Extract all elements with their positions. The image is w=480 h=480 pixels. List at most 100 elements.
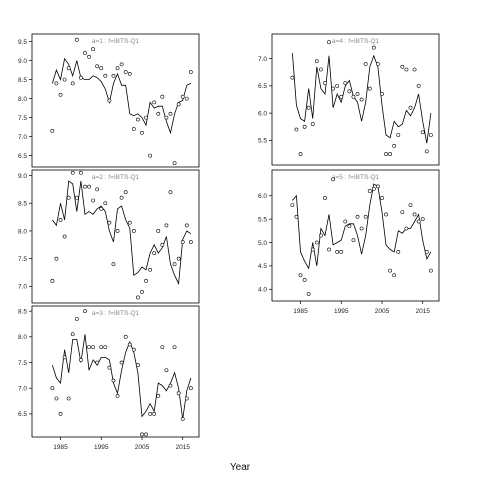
- observed-point: [50, 386, 55, 391]
- observed-point: [327, 247, 331, 252]
- observed-point: [380, 92, 384, 96]
- observed-point: [412, 212, 417, 217]
- observed-point: [123, 70, 128, 74]
- observed-point: [131, 347, 136, 352]
- observed-point: [91, 345, 95, 349]
- panel-3: a=3 : f=IBTS-Q1 6.5 7.0 7.5 8.0 8.5 1985 1995 20…: [18, 305, 200, 451]
- observed-point: [176, 256, 181, 261]
- observed-point: [335, 249, 340, 254]
- y-tick-label: 5.5: [258, 216, 267, 223]
- observed-point: [156, 394, 161, 398]
- observed-point: [420, 217, 425, 222]
- observed-point: [359, 226, 364, 231]
- observed-point: [50, 128, 55, 133]
- observed-point: [140, 130, 144, 135]
- observed-point: [428, 268, 433, 273]
- observed-point: [172, 345, 177, 349]
- observed-point: [115, 394, 120, 398]
- observed-point: [376, 62, 380, 66]
- observed-point: [111, 262, 116, 267]
- observed-point: [136, 363, 140, 367]
- panel-2: a=2 : f=IBTS-Q1 7.0 7.5 8.0 8.5 9.0: [18, 169, 200, 304]
- observed-point: [318, 233, 323, 238]
- observed-point: [310, 247, 315, 252]
- observed-point: [400, 210, 405, 215]
- fitted-line: [52, 57, 192, 135]
- observed-point: [140, 432, 144, 437]
- y-tick-label: 6.0: [258, 193, 267, 200]
- observed-point: [384, 212, 388, 217]
- observed-point: [91, 198, 95, 203]
- panel-title: a=4 : f=IBTS-Q1: [332, 38, 380, 45]
- observed-point: [99, 206, 104, 211]
- observed-point: [91, 47, 95, 52]
- x-tick-label: 2005: [375, 308, 390, 315]
- panel-title: a=3 : f=IBTS-Q1: [92, 310, 140, 317]
- observed-point: [83, 184, 87, 189]
- observed-point: [351, 238, 356, 243]
- observed-point: [54, 396, 59, 401]
- observed-point: [103, 73, 108, 78]
- y-tick-label: 4.5: [258, 263, 267, 270]
- observed-point: [302, 278, 307, 282]
- observed-point: [323, 196, 327, 200]
- observed-point: [428, 133, 433, 137]
- observed-point: [160, 242, 165, 247]
- fitted-line: [292, 183, 432, 270]
- observed-point: [388, 268, 393, 273]
- observed-point: [168, 190, 173, 195]
- observed-point: [140, 290, 144, 294]
- y-tick-label: 8.0: [18, 228, 27, 235]
- observed-point: [188, 70, 193, 74]
- observed-point: [188, 386, 193, 391]
- observed-point: [99, 66, 104, 71]
- observed-point: [294, 127, 299, 132]
- panel-frame: [31, 33, 200, 168]
- x-axis-label: Year: [230, 462, 251, 473]
- y-tick-label: 6.5: [258, 83, 267, 90]
- observed-point: [83, 309, 87, 314]
- observed-point: [180, 94, 185, 99]
- observed-point: [302, 124, 307, 129]
- x-tick-label: 2005: [135, 444, 150, 451]
- observed-point: [404, 226, 409, 231]
- observed-point: [136, 295, 140, 300]
- observed-point: [144, 432, 148, 437]
- observed-point: [70, 81, 75, 86]
- observed-point: [392, 143, 397, 148]
- y-tick-label: 8.5: [18, 201, 27, 208]
- observed-point: [355, 92, 360, 96]
- observed-point: [164, 115, 169, 120]
- observed-point: [176, 102, 181, 107]
- observed-point: [74, 195, 79, 200]
- observed-point: [54, 81, 59, 86]
- observed-point: [131, 127, 136, 131]
- observed-point: [335, 83, 340, 88]
- observed-point: [111, 73, 116, 78]
- panel-1: a=1 : f=IBTS-Q1 6.5 7.0 7.5 8.0 8.5 9.0 9.5: [18, 33, 200, 168]
- observed-point: [184, 396, 189, 401]
- observed-point: [343, 81, 348, 86]
- observed-point: [50, 278, 55, 283]
- observed-point: [127, 220, 132, 225]
- x-tick-label: 1985: [53, 444, 68, 451]
- observed-point: [156, 111, 161, 116]
- observed-point: [95, 187, 100, 192]
- y-tick-label: 7.5: [18, 256, 27, 263]
- fitted-line: [292, 53, 432, 144]
- observed-point: [168, 383, 173, 388]
- x-tick-label: 2015: [175, 444, 190, 451]
- y-tick-label: 7.5: [18, 360, 27, 367]
- observed-point: [180, 240, 185, 244]
- observed-point: [318, 67, 323, 72]
- fitted-line: [52, 334, 192, 420]
- observed-point: [331, 177, 335, 182]
- observed-point: [99, 345, 104, 349]
- observed-point: [152, 100, 157, 105]
- observed-point: [416, 83, 421, 88]
- observed-point: [404, 67, 409, 72]
- observed-point: [148, 267, 153, 272]
- observed-point: [306, 105, 311, 110]
- observed-point: [111, 378, 116, 383]
- observed-point: [95, 360, 100, 365]
